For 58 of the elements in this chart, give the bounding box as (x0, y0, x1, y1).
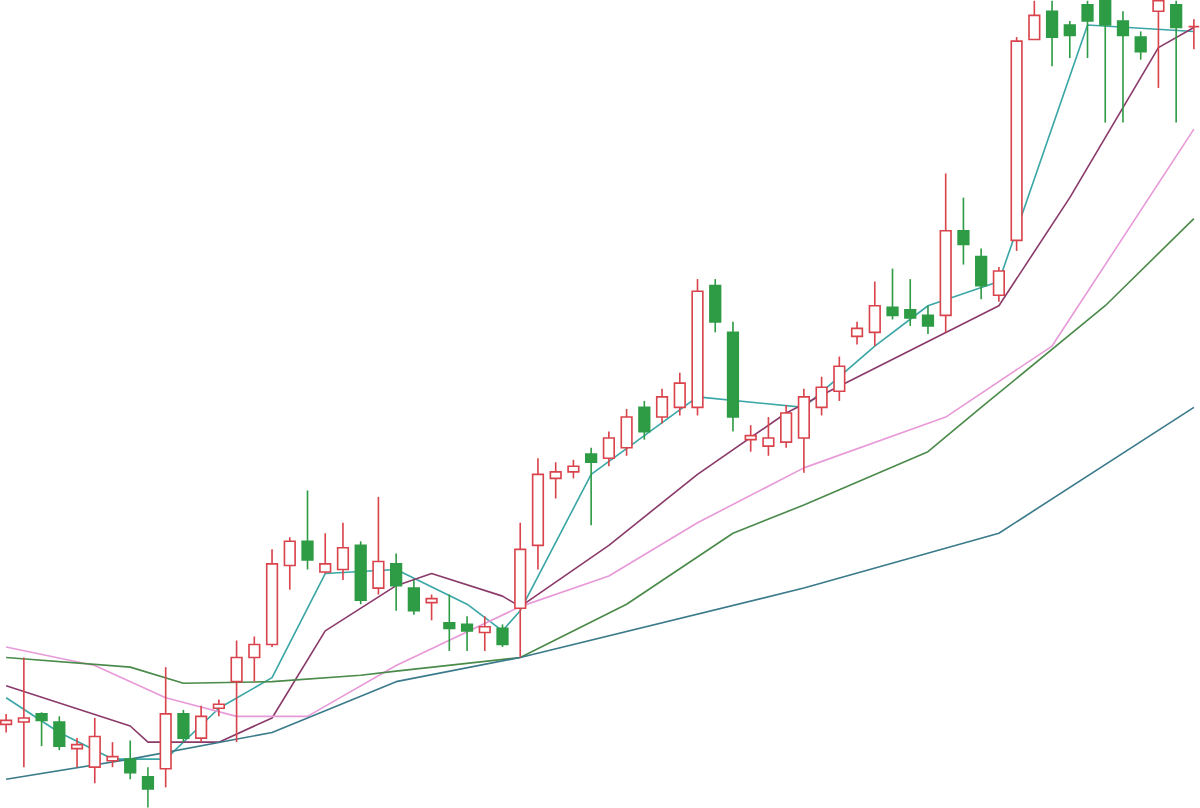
candlestick (53, 715, 66, 751)
candlestick (921, 304, 935, 335)
candlestick (620, 408, 633, 457)
candlestick (709, 278, 722, 334)
candlestick (319, 532, 332, 575)
candlestick (655, 387, 669, 425)
candlestick (17, 656, 30, 768)
candlestick (833, 355, 846, 402)
candlestick (425, 593, 438, 622)
candlestick (336, 521, 350, 581)
candlestick (815, 375, 828, 417)
candlestick (195, 704, 208, 743)
candlestick (407, 579, 421, 616)
candlestick (230, 639, 243, 743)
candlestick (992, 266, 1006, 303)
candlestick (886, 267, 899, 321)
candlestick (1116, 10, 1130, 124)
candlestick (1045, 0, 1059, 67)
candlestick (496, 623, 509, 648)
candlestick (88, 716, 101, 784)
candlestick (1152, 0, 1165, 89)
candlestick (1081, 0, 1094, 59)
candlestick (780, 403, 793, 449)
candlestick (1187, 18, 1200, 50)
candlestick (70, 737, 84, 768)
candlestick (301, 489, 314, 571)
candlestick (141, 766, 155, 808)
candlestick (673, 371, 686, 417)
candlestick (868, 280, 881, 347)
candlestick (1134, 30, 1147, 61)
candlestick (762, 416, 775, 457)
candlestick (549, 461, 562, 500)
candlestick (602, 430, 616, 467)
candlestick (460, 615, 474, 652)
candlestick (975, 247, 988, 300)
candlestick (1099, 0, 1112, 124)
candlestick (744, 424, 757, 453)
candlestick (1063, 20, 1076, 59)
candlestick (248, 635, 261, 683)
candlestick (177, 708, 190, 743)
candlestick (638, 399, 651, 441)
candlestick (904, 278, 917, 327)
candlestick (0, 712, 13, 734)
candlestick (106, 741, 119, 768)
candlestick (957, 196, 970, 266)
candlestick (124, 739, 137, 780)
candlestick (585, 446, 598, 526)
candlestick (390, 552, 403, 612)
candlestick (283, 536, 296, 591)
candlestick (478, 615, 491, 652)
candlestick (35, 711, 48, 747)
candlestick (1028, 0, 1041, 41)
candlestick (443, 593, 456, 652)
candlestick (797, 387, 811, 474)
candlestick (372, 495, 385, 596)
candlestick (850, 320, 864, 346)
candlestick (567, 458, 580, 480)
candlestick (1170, 0, 1183, 124)
